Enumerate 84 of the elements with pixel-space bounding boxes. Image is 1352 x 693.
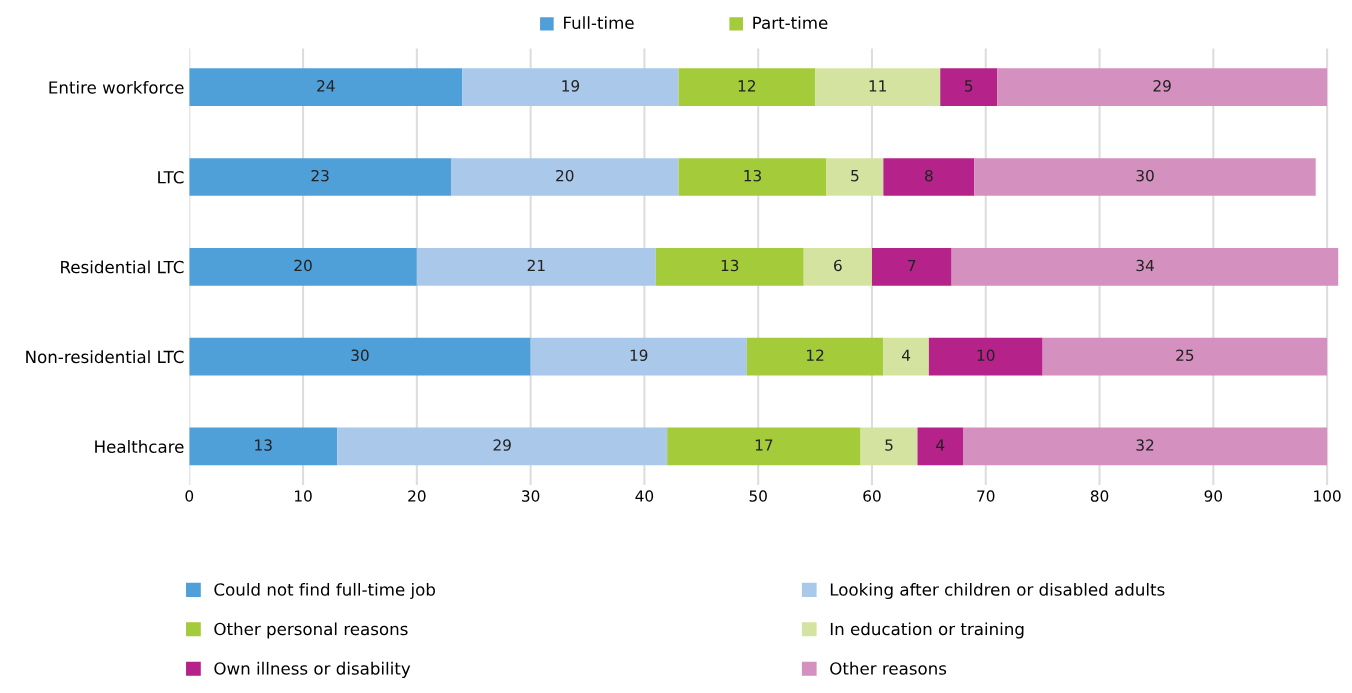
x-tick-label: 50 bbox=[749, 490, 767, 502]
legend-label: Other reasons bbox=[830, 661, 947, 675]
data-label: 8 bbox=[925, 169, 933, 182]
bar bbox=[883, 337, 929, 376]
data-label: 13 bbox=[721, 259, 739, 272]
data-label: 10 bbox=[977, 349, 995, 362]
bar bbox=[1042, 337, 1328, 376]
legend-label: Could not find full-time job bbox=[214, 582, 436, 600]
x-tick-label: 40 bbox=[635, 490, 654, 502]
data-label: 24 bbox=[317, 80, 335, 92]
bar bbox=[997, 68, 1328, 107]
data-label: 29 bbox=[1153, 80, 1171, 92]
data-label: 5 bbox=[885, 439, 893, 451]
legend-label: In education or training bbox=[830, 622, 1024, 639]
data-label: 19 bbox=[562, 80, 580, 92]
x-tick-label: 80 bbox=[1090, 490, 1109, 502]
bar bbox=[189, 158, 451, 196]
bar bbox=[189, 337, 531, 376]
bar bbox=[530, 337, 747, 376]
data-label: 21 bbox=[527, 259, 545, 272]
bar bbox=[746, 337, 884, 376]
data-label: 20 bbox=[294, 259, 312, 272]
data-label: 20 bbox=[556, 169, 574, 182]
bar bbox=[462, 68, 679, 107]
bar bbox=[678, 68, 816, 107]
legend-label: Other personal reasons bbox=[214, 622, 408, 639]
bar bbox=[416, 247, 656, 286]
bar bbox=[917, 427, 963, 466]
data-label: 13 bbox=[255, 439, 272, 451]
x-tick-label: 0 bbox=[185, 490, 194, 502]
y-tick-label: Healthcare bbox=[95, 440, 184, 453]
data-label: 5 bbox=[851, 170, 859, 182]
bar bbox=[826, 158, 884, 196]
y-tick-label: Entire workforce bbox=[49, 80, 184, 94]
data-label: 17 bbox=[755, 439, 773, 451]
x-tick-label: 90 bbox=[1204, 490, 1223, 502]
data-label: 23 bbox=[311, 169, 329, 182]
bar bbox=[337, 427, 668, 466]
x-tick-label: 60 bbox=[863, 490, 881, 502]
data-label: 12 bbox=[738, 80, 755, 92]
text: Full-time bbox=[564, 16, 634, 30]
text: Part-time bbox=[753, 16, 828, 30]
data-label: 30 bbox=[351, 349, 369, 362]
bar bbox=[871, 247, 952, 286]
legend-label: Own illness or disability bbox=[214, 661, 411, 678]
y-tick-label: Non-residential LTC bbox=[26, 350, 184, 364]
data-label: 30 bbox=[1136, 169, 1154, 182]
data-label: 4 bbox=[936, 439, 945, 451]
x-tick-label: 10 bbox=[295, 490, 312, 502]
data-label: 34 bbox=[1136, 259, 1154, 272]
data-label: 4 bbox=[901, 349, 911, 361]
bar bbox=[928, 337, 1043, 376]
bar bbox=[450, 158, 679, 196]
data-label: 29 bbox=[493, 439, 511, 451]
data-label: 11 bbox=[869, 80, 886, 92]
data-label: 6 bbox=[834, 259, 842, 272]
data-label: 32 bbox=[1136, 439, 1154, 451]
bar bbox=[974, 158, 1316, 196]
bar bbox=[803, 247, 872, 286]
bar bbox=[655, 247, 804, 286]
bar bbox=[189, 68, 463, 107]
data-label: 19 bbox=[630, 349, 648, 362]
x-tick-label: 30 bbox=[522, 490, 540, 502]
bar bbox=[883, 158, 975, 196]
bar bbox=[189, 427, 338, 466]
data-label: 13 bbox=[744, 169, 761, 182]
bar bbox=[667, 427, 861, 466]
bar bbox=[189, 247, 417, 286]
legend-label: Looking after children or disabled adults bbox=[830, 582, 1165, 600]
x-tick-label: 100 bbox=[1314, 490, 1341, 502]
bar bbox=[678, 158, 827, 196]
data-label: 12 bbox=[807, 349, 824, 361]
y-tick-label: LTC bbox=[158, 170, 184, 184]
data-label: 25 bbox=[1176, 349, 1194, 362]
x-tick-label: 70 bbox=[977, 490, 995, 502]
data-label: 5 bbox=[965, 80, 973, 92]
y-tick-label: Residential LTC bbox=[61, 260, 184, 274]
bar bbox=[860, 427, 918, 466]
bar bbox=[963, 427, 1328, 466]
x-tick-label: 20 bbox=[408, 490, 426, 502]
bar bbox=[951, 247, 1339, 286]
bar bbox=[815, 68, 941, 107]
data-label: 7 bbox=[908, 259, 916, 272]
bar bbox=[940, 68, 998, 107]
